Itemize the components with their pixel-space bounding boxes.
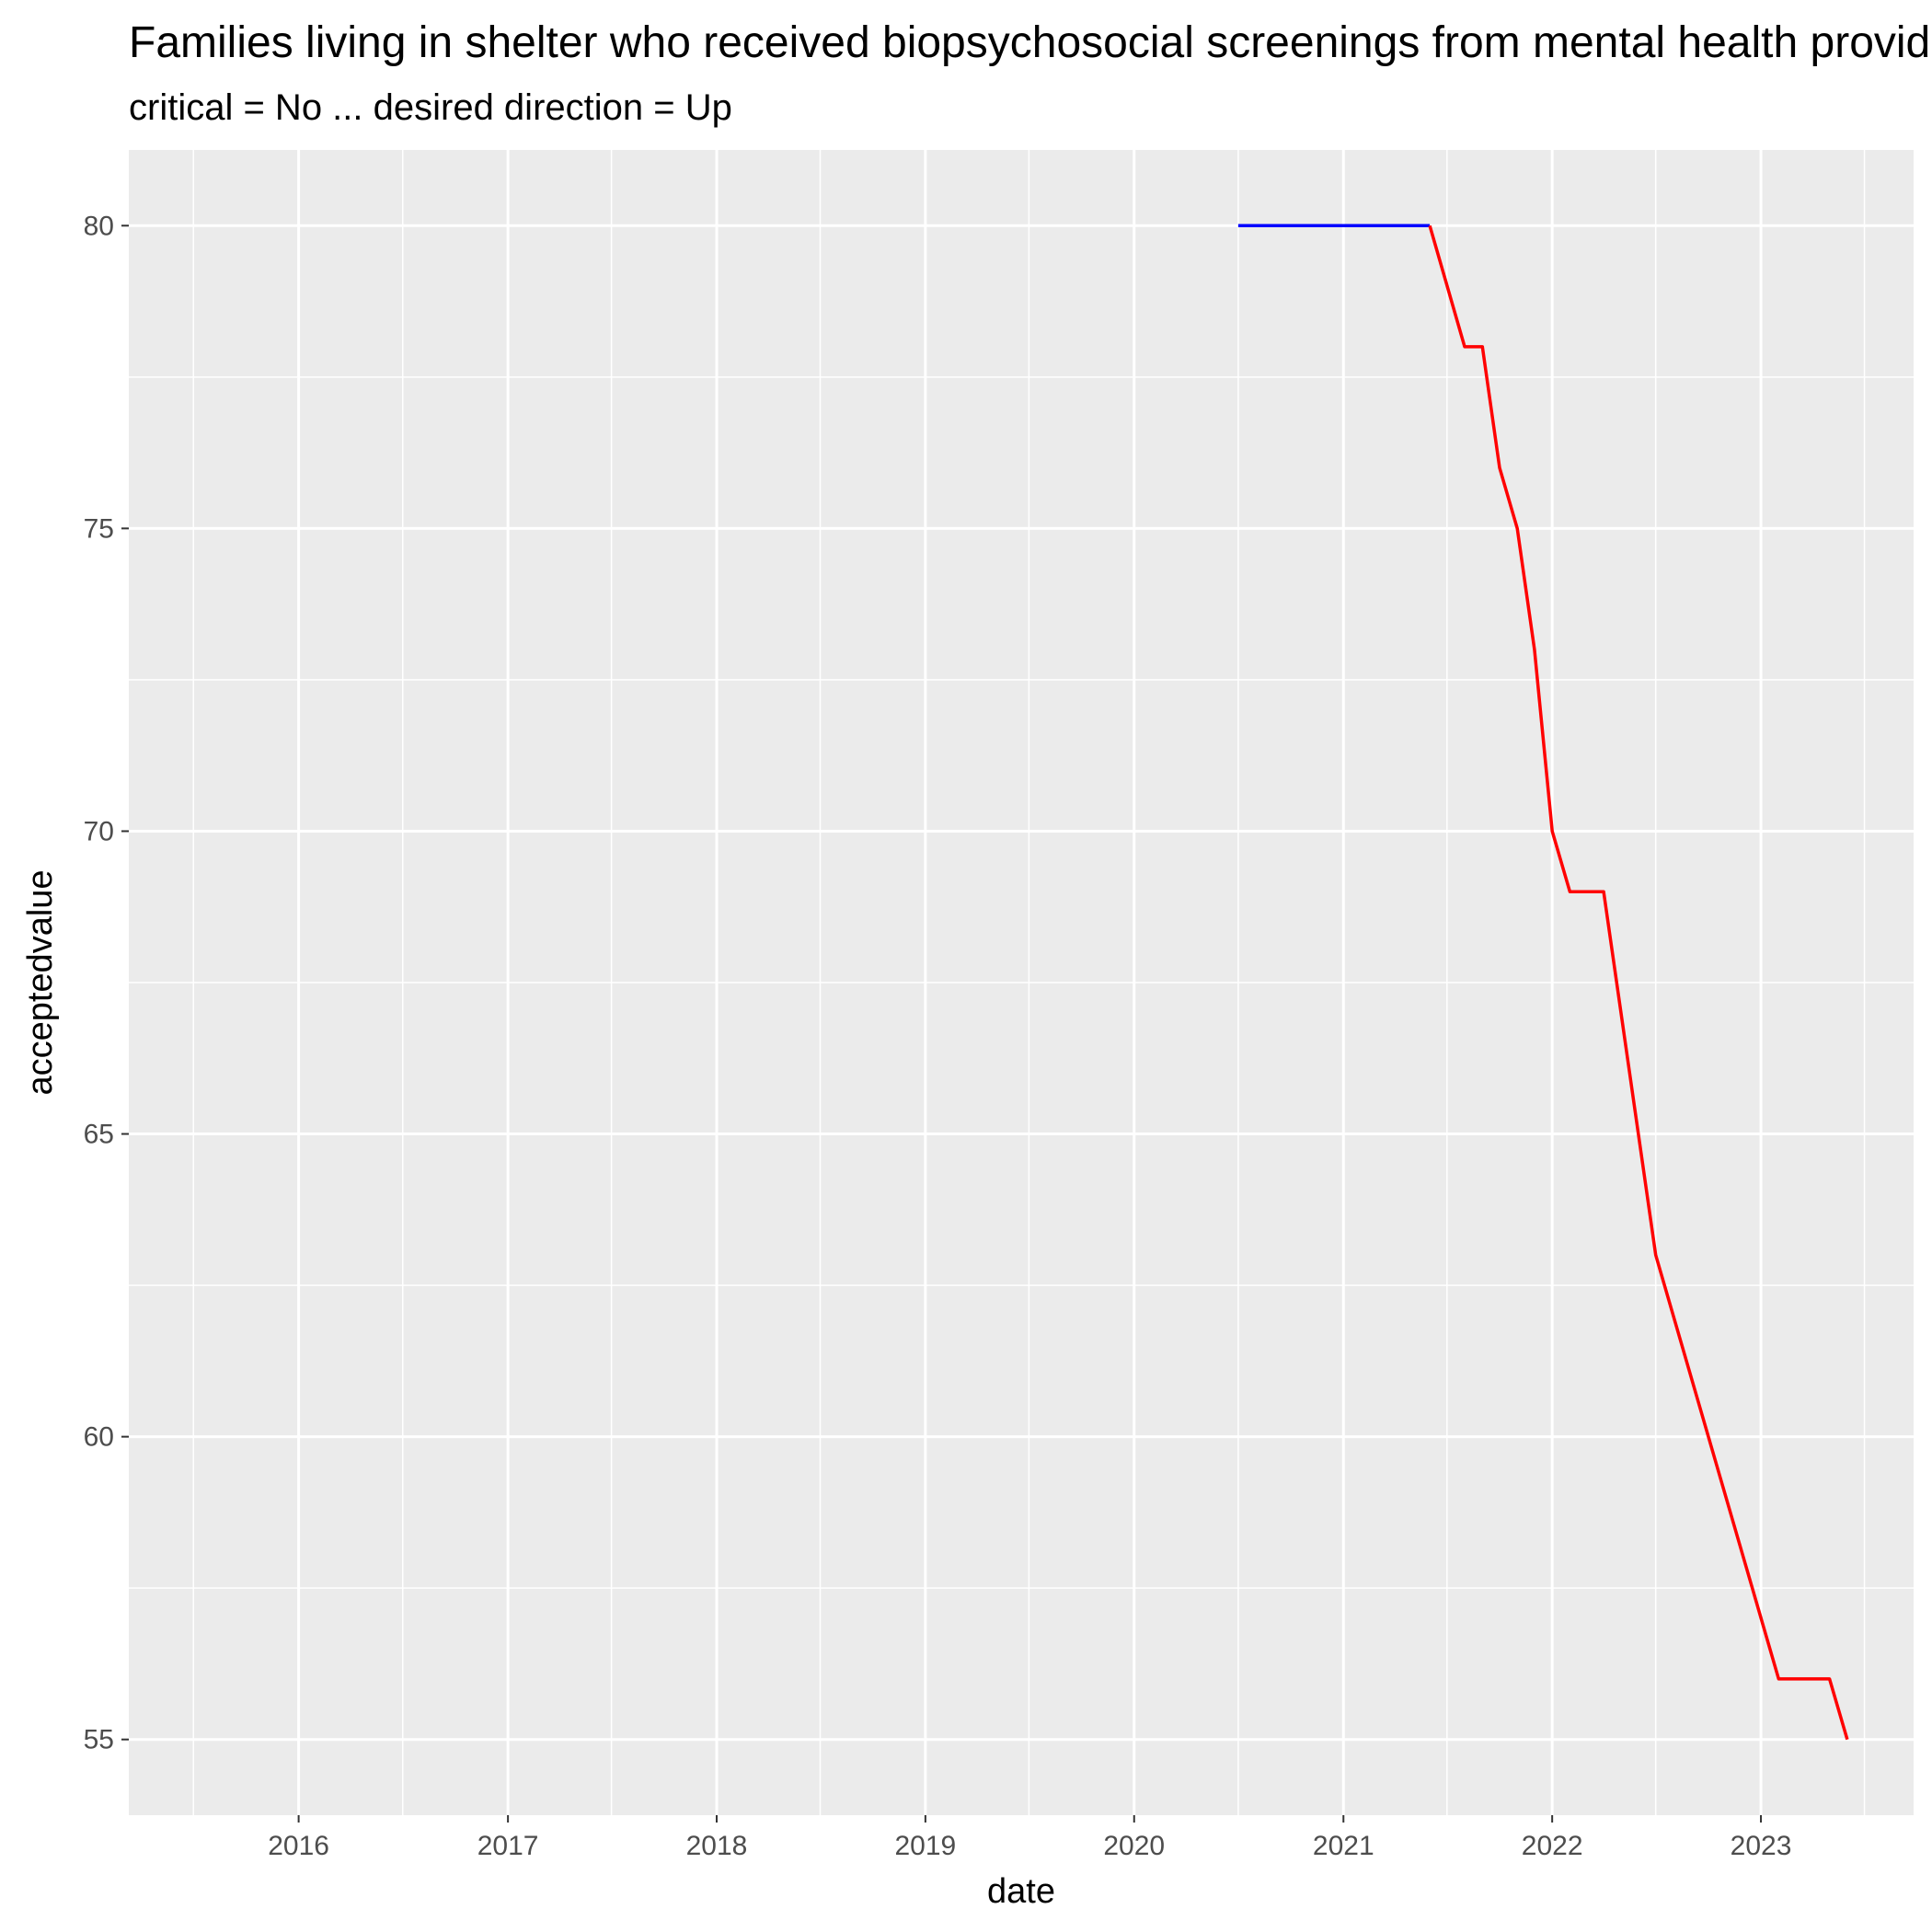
y-tick-label: 80	[84, 211, 114, 241]
x-tick-label: 2021	[1313, 1831, 1374, 1861]
x-tick-label: 2018	[686, 1831, 748, 1861]
y-tick-label: 60	[84, 1422, 114, 1453]
series-layer	[1237, 224, 1849, 1741]
x-axis-title: date	[987, 1872, 1055, 1911]
y-axis: 55 60 65 70 75 80	[84, 211, 129, 1755]
x-tick-label: 2020	[1103, 1831, 1165, 1861]
x-axis: 2016 2017 2018 2019 2020 2021 2022 2023	[268, 1815, 1791, 1861]
minor-gridlines	[129, 150, 1914, 1815]
y-tick-label: 75	[84, 513, 114, 544]
y-tick-label: 55	[84, 1725, 114, 1755]
chart-subtitle: critical = No ... desired direction = Up	[129, 87, 732, 128]
series-line-1	[1428, 224, 1849, 1741]
y-tick-label: 70	[84, 816, 114, 846]
x-tick-label: 2019	[895, 1831, 957, 1861]
major-gridlines	[129, 150, 1914, 1815]
x-tick-label: 2023	[1731, 1831, 1792, 1861]
chart-title: Families living in shelter who received …	[129, 18, 1932, 67]
x-tick-label: 2016	[268, 1831, 329, 1861]
x-tick-label: 2017	[477, 1831, 539, 1861]
y-axis-title: acceptedvalue	[21, 869, 60, 1095]
y-tick-label: 65	[84, 1120, 114, 1150]
x-tick-label: 2022	[1522, 1831, 1583, 1861]
